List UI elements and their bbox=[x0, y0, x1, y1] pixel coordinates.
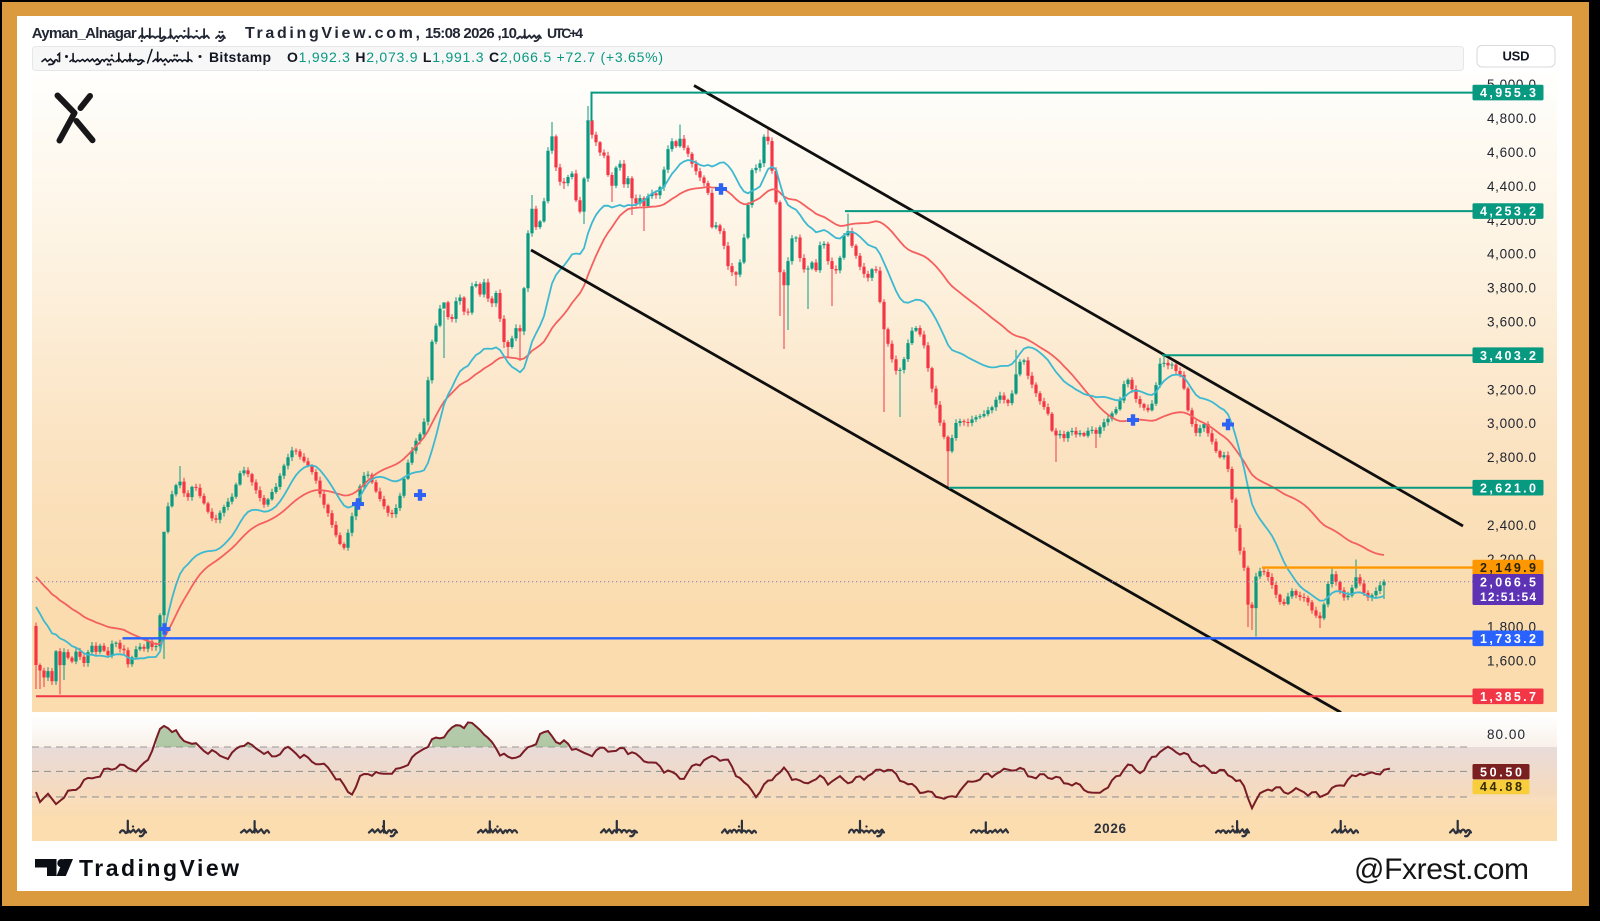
svg-text:3,600.0: 3,600.0 bbox=[1487, 315, 1536, 330]
svg-text:4,600.0: 4,600.0 bbox=[1487, 145, 1536, 160]
svg-text:O1,992.3 H2,073.9 L1,991.3 C2,: O1,992.3 H2,073.9 L1,991.3 C2,066.5 +72.… bbox=[287, 49, 663, 65]
svg-text:15:08 2026 ,10: 15:08 2026 ,10 bbox=[425, 25, 517, 42]
svg-text:4,800.0: 4,800.0 bbox=[1487, 111, 1536, 126]
svg-text:1,600.0: 1,600.0 bbox=[1487, 654, 1536, 669]
svg-text:2026: 2026 bbox=[1094, 821, 1126, 836]
svg-text:2,800.0: 2,800.0 bbox=[1487, 450, 1536, 465]
svg-text:50.50: 50.50 bbox=[1480, 765, 1522, 779]
svg-text:USD: USD bbox=[1503, 49, 1530, 64]
svg-text:4,400.0: 4,400.0 bbox=[1487, 179, 1536, 194]
svg-text:@Fxrest.com: @Fxrest.com bbox=[1354, 853, 1529, 886]
svg-text:44.88: 44.88 bbox=[1480, 780, 1522, 794]
svg-text:4,000.0: 4,000.0 bbox=[1487, 247, 1536, 262]
svg-text:3,000.0: 3,000.0 bbox=[1487, 416, 1536, 431]
svg-text:UTC+4: UTC+4 bbox=[547, 25, 583, 41]
svg-text:Bitstamp: Bitstamp bbox=[209, 49, 271, 65]
svg-text:3,200.0: 3,200.0 bbox=[1487, 382, 1536, 397]
svg-text:2,400.0: 2,400.0 bbox=[1487, 518, 1536, 533]
svg-text:80.00: 80.00 bbox=[1487, 727, 1525, 742]
svg-text:12:51:54: 12:51:54 bbox=[1480, 590, 1536, 604]
svg-text:3,800.0: 3,800.0 bbox=[1487, 281, 1536, 296]
svg-text:Ayman_Alnagar: Ayman_Alnagar bbox=[32, 25, 137, 42]
svg-text:TradingView: TradingView bbox=[79, 855, 239, 881]
